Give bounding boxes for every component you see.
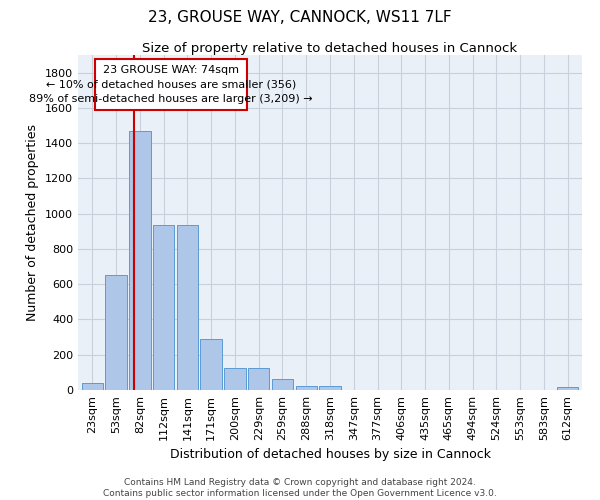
- Bar: [272, 379, 293, 390]
- Bar: [296, 386, 317, 390]
- Bar: [200, 339, 222, 390]
- Bar: [95, 60, 247, 110]
- Y-axis label: Number of detached properties: Number of detached properties: [26, 124, 40, 321]
- Text: Contains HM Land Registry data © Crown copyright and database right 2024.
Contai: Contains HM Land Registry data © Crown c…: [103, 478, 497, 498]
- Bar: [248, 368, 269, 390]
- Bar: [106, 276, 127, 390]
- Bar: [176, 225, 198, 390]
- Bar: [129, 131, 151, 390]
- Bar: [153, 225, 174, 390]
- Text: 23 GROUSE WAY: 74sqm
← 10% of detached houses are smaller (356)
89% of semi-deta: 23 GROUSE WAY: 74sqm ← 10% of detached h…: [29, 65, 313, 104]
- Bar: [319, 386, 341, 390]
- Title: Size of property relative to detached houses in Cannock: Size of property relative to detached ho…: [142, 42, 518, 55]
- Text: 23, GROUSE WAY, CANNOCK, WS11 7LF: 23, GROUSE WAY, CANNOCK, WS11 7LF: [148, 10, 452, 25]
- X-axis label: Distribution of detached houses by size in Cannock: Distribution of detached houses by size …: [170, 448, 491, 462]
- Bar: [224, 368, 245, 390]
- Bar: [557, 388, 578, 390]
- Bar: [82, 384, 103, 390]
